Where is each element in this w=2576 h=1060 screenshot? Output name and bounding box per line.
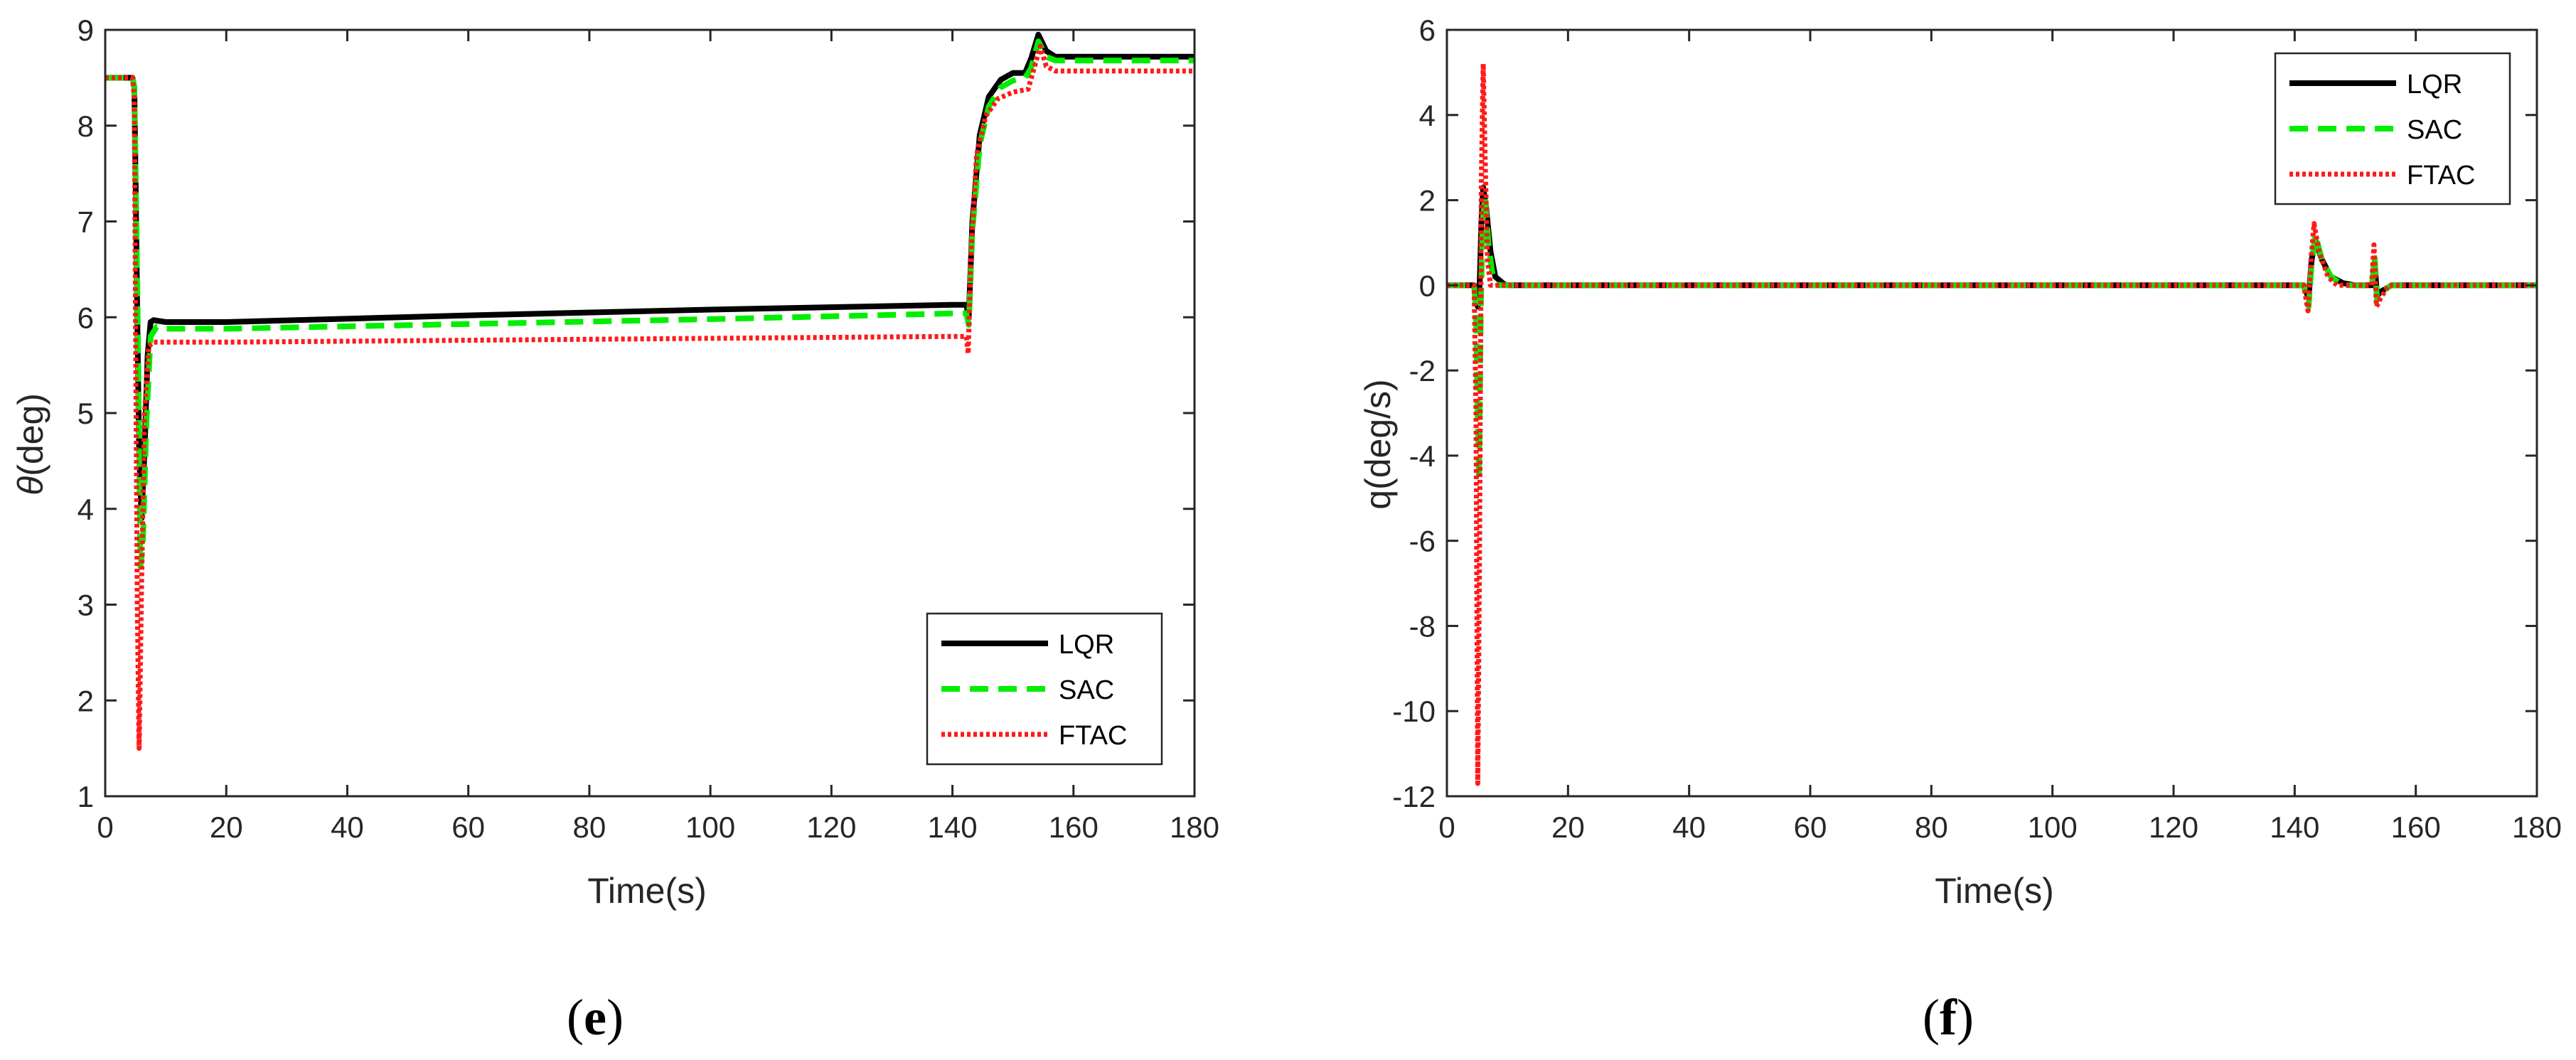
series-layer-e (105, 31, 1195, 751)
series-line-ftac-f (1447, 61, 2537, 786)
x-axis-label-f: Time(s) (1935, 871, 2054, 911)
y-tick-label-e: 4 (78, 493, 94, 526)
y-tick-label-f: -6 (1409, 525, 1436, 558)
x-tick-label-e: 120 (806, 810, 856, 844)
x-ticks-e: 0 20 40 60 80 100 120 140 160 180 (97, 30, 1219, 844)
x-tick-label-e: 0 (97, 810, 113, 844)
y-tick-label-e: 8 (78, 109, 94, 143)
series-line-ftac-e (105, 43, 1195, 751)
x-tick-label-f: 80 (1915, 810, 1948, 844)
x-tick-label-f: 40 (1672, 810, 1706, 844)
y-tick-label-f: -8 (1409, 609, 1436, 643)
x-tick-label-f: 140 (2270, 810, 2319, 844)
y-tick-label-f: 0 (1419, 269, 1436, 302)
axes-frame-f (1445, 28, 2538, 798)
x-tick-label-e: 60 (451, 810, 485, 844)
panel-e-chart: 0 20 40 60 80 100 120 140 160 180 1 2 3 4 5 6 7 8 9 Time(… (11, 14, 1219, 1046)
y-axis-label-f: q(deg/s) (1358, 379, 1398, 509)
legend-f: LQR SAC FTAC (2274, 52, 2511, 205)
x-tick-label-e: 40 (331, 810, 364, 844)
y-tick-label-e: 3 (78, 589, 94, 622)
y-tick-label-f: 4 (1419, 99, 1436, 132)
legend-e: LQR SAC FTAC (926, 612, 1163, 766)
y-ticks-e: 1 2 3 4 5 6 7 8 9 (78, 14, 1195, 813)
x-axis-label-e: Time(s) (587, 871, 707, 911)
y-tick-label-f: -10 (1392, 695, 1436, 728)
panel-f-chart: 0 20 40 60 80 100 120 140 160 180 -12-10-8-6-4-20… (1358, 14, 2562, 1046)
caption-letter-e: e (584, 989, 606, 1046)
x-tick-label-e: 20 (210, 810, 243, 844)
x-tick-label-f: 120 (2149, 810, 2198, 844)
x-tick-label-e: 100 (685, 810, 735, 844)
x-tick-label-e: 80 (573, 810, 606, 844)
y-tick-label-e: 2 (78, 684, 94, 717)
legend-label-lqr-f: LQR (2407, 70, 2462, 100)
y-ticks-f: -12 -10 -8 -6 -4 -2 0 2 4 6 (1392, 14, 2537, 813)
series-layer-f (1447, 61, 2537, 786)
legend-label-lqr-e: LQR (1059, 630, 1114, 660)
x-tick-label-f: 0 (1438, 810, 1455, 844)
y-tick-label-e: 9 (78, 14, 94, 47)
x-tick-label-f: 160 (2391, 810, 2441, 844)
y-tick-label-f: 6 (1419, 14, 1436, 47)
x-tick-label-f: 20 (1551, 810, 1585, 844)
y-tick-label-f: -4 (1409, 439, 1436, 473)
legend-label-sac-e: SAC (1059, 675, 1114, 705)
x-tick-label-f: 100 (2028, 810, 2078, 844)
x-tick-label-e: 160 (1049, 810, 1099, 844)
legend-label-ftac-e: FTAC (1059, 721, 1127, 751)
y-axis-unit-e: (deg) (11, 393, 50, 476)
y-tick-label-f: -12 (1392, 780, 1436, 813)
y-tick-label-f: -2 (1409, 354, 1436, 387)
x-tick-label-f: 180 (2512, 810, 2562, 844)
caption-letter-f: f (1940, 989, 1957, 1046)
x-tick-label-e: 140 (928, 810, 978, 844)
x-ticks-f: 0 20 40 60 80 100 120 140 160 180 (1438, 30, 2562, 844)
caption-f: (f) (1923, 989, 1974, 1046)
y-tick-label-f: 2 (1419, 184, 1436, 218)
y-tick-label-e: 7 (78, 205, 94, 239)
y-tick-label-e: 6 (78, 301, 94, 334)
x-tick-label-f: 60 (1794, 810, 1827, 844)
legend-label-sac-f: SAC (2407, 115, 2462, 145)
y-axis-symbol-e: θ (11, 476, 50, 496)
x-tick-label-e: 180 (1170, 810, 1219, 844)
legend-label-ftac-f: FTAC (2407, 161, 2475, 191)
y-tick-label-e: 1 (78, 780, 94, 813)
y-tick-label-e: 5 (78, 397, 94, 430)
series-line-sac-e (105, 38, 1195, 569)
y-axis-label-e: θ(deg) (11, 393, 50, 496)
caption-e: (e) (567, 989, 624, 1046)
